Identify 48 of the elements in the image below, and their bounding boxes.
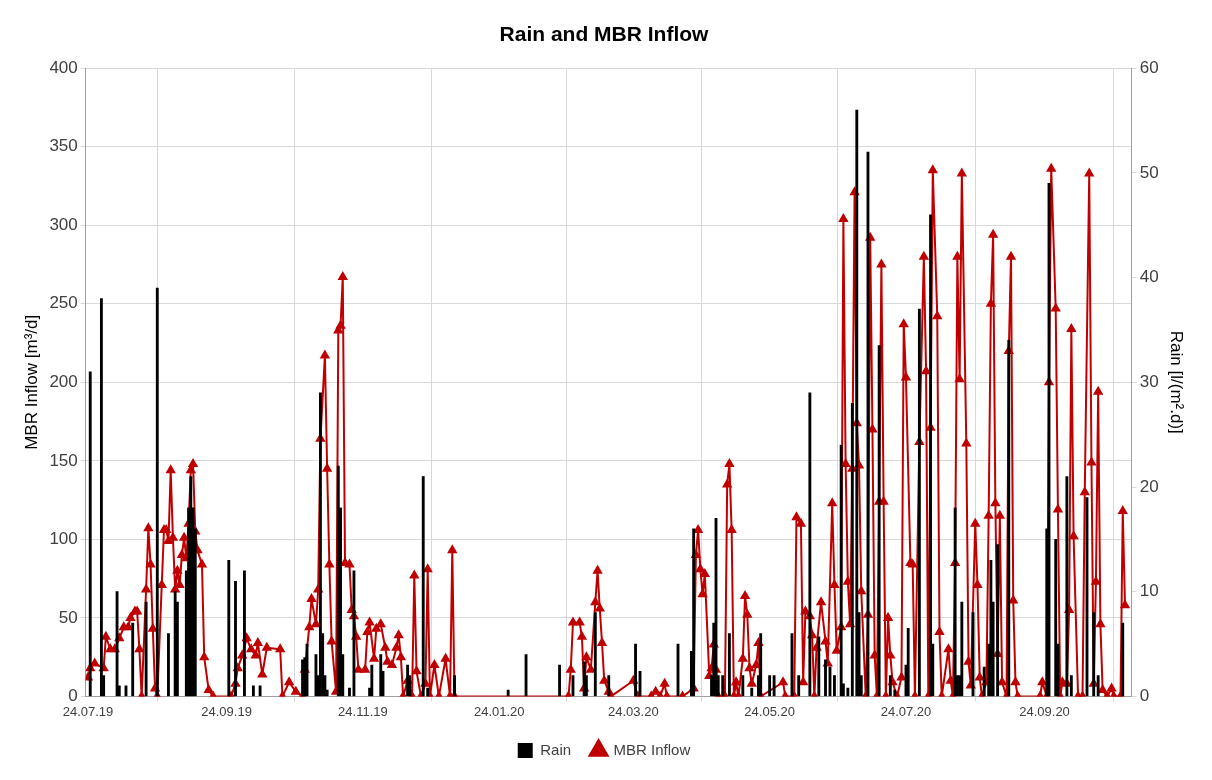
y-axis-title: MBR Inflow [m³/d] bbox=[21, 314, 41, 450]
bar bbox=[906, 628, 910, 697]
y2-tick-label: 60 bbox=[1139, 57, 1159, 77]
y2-axis-title: Rain [l/(m².d)] bbox=[1167, 330, 1187, 434]
y-tick-label: 0 bbox=[68, 686, 78, 706]
y-tick-label: 150 bbox=[49, 450, 78, 470]
legend-label: Rain bbox=[540, 740, 572, 758]
bar bbox=[453, 675, 456, 697]
x-tick-label: 24.09.19 bbox=[201, 703, 252, 719]
bar bbox=[251, 685, 255, 697]
bar bbox=[741, 675, 745, 697]
bar bbox=[772, 675, 776, 697]
x-tick-label: 24.07.19 bbox=[62, 703, 114, 719]
x-tick-label: 24.03.20 bbox=[608, 703, 659, 719]
y-tick-label: 50 bbox=[58, 607, 78, 627]
x-tick-label: 24.09.20 bbox=[1019, 703, 1070, 719]
chart-title: Rain and MBR Inflow bbox=[499, 22, 710, 46]
y2-tick-label: 20 bbox=[1139, 476, 1159, 496]
y2-tick-label: 40 bbox=[1139, 267, 1159, 287]
y-tick-label: 250 bbox=[49, 293, 78, 313]
y-tick-label: 300 bbox=[49, 214, 78, 234]
y2-tick-label: 0 bbox=[1139, 686, 1150, 706]
bar bbox=[379, 654, 383, 697]
bar bbox=[768, 675, 772, 697]
bar bbox=[506, 689, 510, 697]
bar bbox=[833, 675, 836, 697]
bar bbox=[989, 559, 993, 697]
y2-tick-label: 10 bbox=[1139, 581, 1159, 601]
bar bbox=[1096, 675, 1100, 697]
bar bbox=[348, 687, 351, 697]
y2-tick-label: 50 bbox=[1139, 162, 1159, 182]
y-tick-label: 350 bbox=[49, 136, 78, 156]
y-tick-label: 100 bbox=[49, 529, 78, 549]
bar bbox=[558, 664, 561, 697]
legend-label: MBR Inflow bbox=[613, 740, 691, 758]
bar bbox=[846, 687, 850, 697]
bar bbox=[797, 675, 801, 697]
x-tick-label: 24.05.20 bbox=[744, 703, 795, 719]
y2-tick-label: 30 bbox=[1139, 371, 1159, 391]
y-tick-label: 200 bbox=[49, 371, 78, 391]
x-tick-label: 24.07.20 bbox=[880, 703, 932, 719]
bar bbox=[1069, 675, 1073, 697]
x-tick-label: 24.01.20 bbox=[473, 703, 525, 719]
x-tick-label: 24.11.19 bbox=[338, 703, 388, 719]
y-tick-label: 400 bbox=[49, 57, 78, 77]
bar bbox=[258, 685, 262, 697]
bar bbox=[960, 601, 964, 697]
bar bbox=[167, 633, 170, 697]
